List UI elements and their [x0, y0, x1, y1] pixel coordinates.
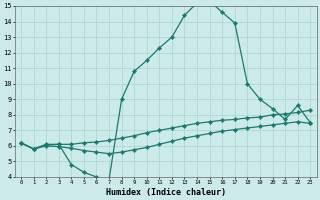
- X-axis label: Humidex (Indice chaleur): Humidex (Indice chaleur): [106, 188, 226, 197]
